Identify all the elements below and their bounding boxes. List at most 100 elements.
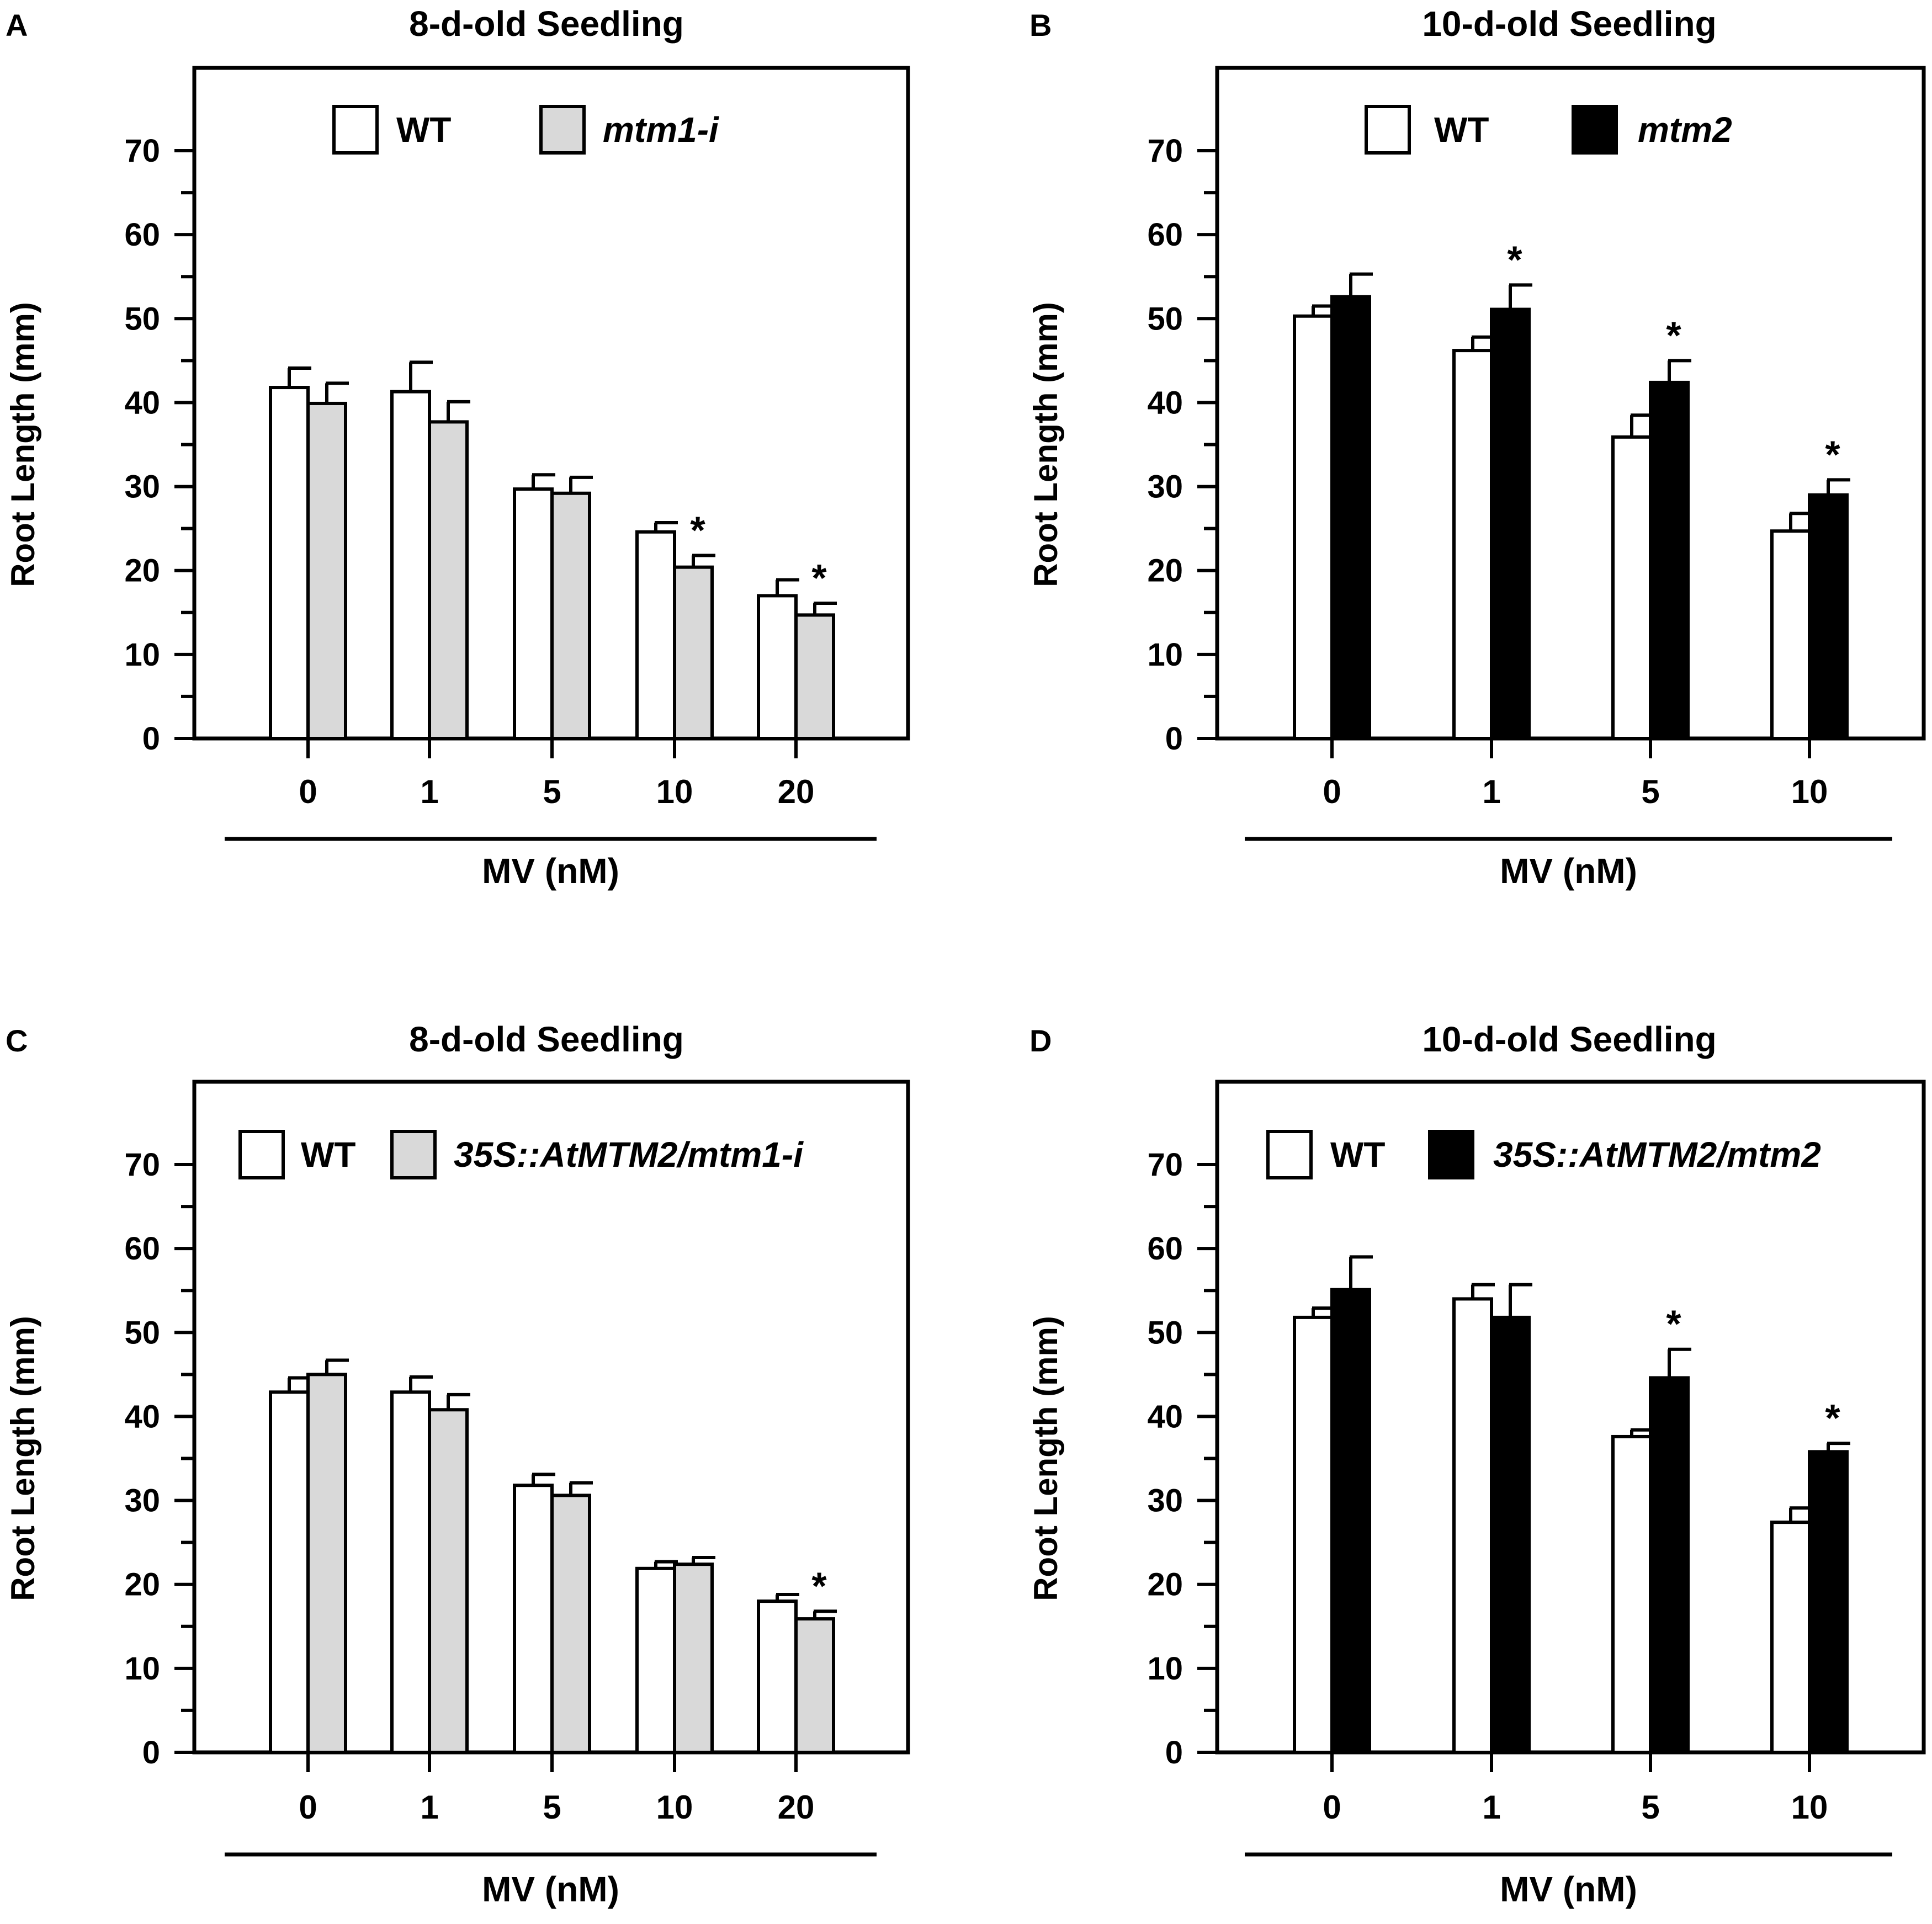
panel-letter: C — [6, 1023, 28, 1058]
x-tick-label: 10 — [1791, 773, 1828, 810]
bar-wt — [1770, 529, 1811, 740]
legend-label-0: WT — [1434, 110, 1489, 150]
legend-label-0: WT — [396, 110, 452, 150]
x-tick-label: 0 — [299, 773, 317, 810]
y-tick-label: 30 — [1147, 469, 1183, 505]
bar-mutant — [306, 1373, 347, 1755]
legend-swatch-0 — [1365, 105, 1411, 155]
bar-wt — [513, 1484, 554, 1755]
y-axis-label: Root Length (mm) — [4, 1316, 41, 1601]
bar-mutant — [794, 613, 835, 740]
x-tick-label: 5 — [1641, 1789, 1659, 1826]
bar-mutant — [1649, 1376, 1690, 1754]
y-tick-label: 20 — [124, 1567, 160, 1603]
legend-swatch-1 — [539, 105, 586, 155]
y-tick-label: 70 — [1147, 1147, 1183, 1183]
y-axis-label: Root Length (mm) — [4, 302, 41, 587]
y-tick-label: 20 — [1147, 553, 1183, 589]
bar-mutant — [428, 420, 469, 740]
bar-mutant — [550, 491, 591, 740]
bar-mutant — [1330, 1288, 1371, 1754]
y-tick-label: 40 — [1147, 385, 1183, 421]
legend-label-1: mtm1-i — [603, 110, 719, 150]
bar-mutant — [1808, 493, 1849, 740]
y-tick-label: 50 — [1147, 1315, 1183, 1351]
bar-wt — [757, 594, 798, 741]
chart-title: 10-d-old Seedling — [1422, 1019, 1716, 1059]
x-tick-label: 5 — [543, 1789, 561, 1826]
y-tick-label: 20 — [1147, 1567, 1183, 1603]
legend-swatch-1 — [390, 1130, 437, 1179]
bar-mutant — [428, 1408, 469, 1754]
bar-wt — [513, 487, 554, 741]
x-axis-label: MV (nM) — [482, 1869, 619, 1909]
y-tick-label: 30 — [124, 469, 160, 505]
legend-swatch-0 — [238, 1130, 285, 1179]
bar-wt — [1293, 314, 1334, 740]
significance-star: * — [811, 556, 827, 599]
x-axis-label: MV (nM) — [1500, 1869, 1637, 1909]
x-tick-label: 5 — [1641, 773, 1659, 810]
bar-mutant — [306, 401, 347, 740]
y-tick-label: 30 — [124, 1483, 160, 1519]
bar-wt — [390, 1390, 431, 1754]
x-tick-label: 1 — [1482, 773, 1500, 810]
legend-label-0: WT — [1330, 1135, 1386, 1174]
y-tick-label: 30 — [1147, 1483, 1183, 1519]
bar-mutant — [1649, 380, 1690, 740]
y-tick-label: 60 — [124, 217, 160, 253]
y-tick-label: 40 — [1147, 1399, 1183, 1434]
y-tick-label: 10 — [124, 637, 160, 673]
x-tick-label: 1 — [1482, 1789, 1500, 1826]
x-tick-label: 10 — [1791, 1789, 1828, 1826]
bar-mutant — [1490, 307, 1531, 740]
chart-title: 8-d-old Seedling — [409, 4, 684, 44]
chart-title: 8-d-old Seedling — [409, 1019, 684, 1059]
bar-mutant — [673, 1562, 714, 1754]
y-axis-label: Root Length (mm) — [1027, 1316, 1064, 1601]
bar-mutant — [550, 1494, 591, 1754]
bar-mutant — [794, 1617, 835, 1754]
x-tick-label: 10 — [656, 773, 693, 810]
y-tick-label: 0 — [1165, 721, 1183, 757]
y-tick-label: 60 — [124, 1231, 160, 1267]
y-tick-label: 50 — [124, 1315, 160, 1351]
y-tick-label: 10 — [1147, 1651, 1183, 1687]
legend-swatch-0 — [1266, 1130, 1313, 1179]
x-tick-label: 5 — [543, 773, 561, 810]
y-tick-label: 0 — [142, 1735, 160, 1771]
significance-star: * — [811, 1564, 827, 1607]
bar-wt — [269, 386, 310, 740]
bar-wt — [1452, 1297, 1493, 1754]
bar-wt — [1770, 1521, 1811, 1755]
significance-star: * — [1507, 238, 1522, 281]
x-axis-label: MV (nM) — [1500, 851, 1637, 891]
y-tick-label: 70 — [124, 133, 160, 169]
bar-mutant — [1330, 295, 1371, 740]
bar-mutant — [673, 565, 714, 740]
legend-swatch-1 — [1428, 1130, 1474, 1179]
x-tick-label: 1 — [420, 1789, 438, 1826]
bar-mutant — [1490, 1315, 1531, 1754]
significance-star: * — [1825, 1396, 1840, 1439]
y-tick-label: 50 — [1147, 301, 1183, 337]
significance-star: * — [690, 508, 705, 551]
legend-swatch-1 — [1572, 105, 1618, 155]
x-tick-label: 0 — [1323, 773, 1341, 810]
significance-star: * — [1825, 433, 1840, 476]
bar-wt — [635, 530, 676, 740]
x-tick-label: 10 — [656, 1789, 693, 1826]
legend-label-1: 35S::AtMTM2/mtm2 — [1493, 1135, 1821, 1174]
x-axis-label: MV (nM) — [482, 851, 619, 891]
x-tick-label: 0 — [299, 1789, 317, 1826]
x-tick-label: 20 — [778, 1789, 815, 1826]
chart-title: 10-d-old Seedling — [1422, 4, 1716, 44]
y-tick-label: 20 — [124, 553, 160, 589]
x-tick-label: 20 — [778, 773, 815, 810]
bar-wt — [269, 1390, 310, 1754]
bar-wt — [390, 390, 431, 740]
y-tick-label: 70 — [1147, 133, 1183, 169]
